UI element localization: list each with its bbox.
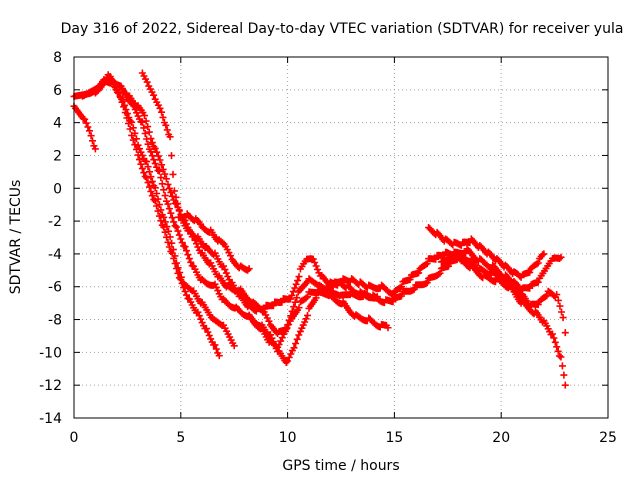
marker-path bbox=[425, 224, 548, 281]
y-tick-label: 6 bbox=[53, 83, 62, 99]
x-axis-label: GPS time / hours bbox=[282, 458, 399, 474]
marker-path bbox=[437, 245, 565, 294]
axes: 0 5 10 15 20 25 -14 -12 -10 -8 -6 -4 -2 0 2 4 6 8 bbox=[39, 50, 617, 446]
grid-lines bbox=[74, 57, 608, 418]
series-track-2 bbox=[70, 76, 238, 350]
data-series bbox=[70, 69, 569, 389]
y-tick-label: -14 bbox=[39, 411, 62, 427]
marker-path bbox=[70, 102, 99, 153]
y-tick-label: -4 bbox=[48, 247, 62, 263]
marker-path bbox=[70, 76, 238, 350]
marker-path bbox=[117, 82, 381, 337]
x-tick-label: 15 bbox=[385, 430, 403, 446]
y-tick-label: 0 bbox=[53, 181, 62, 197]
y-tick-label: -10 bbox=[39, 345, 62, 361]
x-tick-label: 0 bbox=[70, 430, 79, 446]
marker-path bbox=[245, 248, 569, 366]
y-tick-label: -8 bbox=[48, 313, 62, 329]
y-tick-label: -12 bbox=[39, 378, 62, 394]
series-track-8 bbox=[245, 248, 569, 366]
series-track-4 bbox=[91, 71, 392, 351]
y-tick-label: -2 bbox=[48, 214, 62, 230]
series-track-3 bbox=[79, 73, 223, 360]
x-tick-label: 25 bbox=[599, 430, 617, 446]
y-axis-label: SDTVAR / TECUs bbox=[8, 180, 24, 295]
marker-path bbox=[91, 71, 392, 351]
x-tick-label: 10 bbox=[279, 430, 297, 446]
series-track-10 bbox=[437, 245, 565, 294]
x-tick-label: 5 bbox=[176, 430, 185, 446]
x-tick-label: 20 bbox=[492, 430, 510, 446]
series-track-9 bbox=[425, 224, 548, 281]
chart-title: Day 316 of 2022, Sidereal Day-to-day VTE… bbox=[61, 21, 624, 37]
series-track-5 bbox=[117, 82, 381, 337]
marker-path bbox=[79, 73, 223, 360]
y-tick-label: -6 bbox=[48, 280, 62, 296]
series-track-1 bbox=[70, 102, 99, 153]
y-tick-label: 4 bbox=[53, 116, 62, 132]
y-tick-label: 8 bbox=[53, 50, 62, 66]
y-tick-label: 2 bbox=[53, 148, 62, 164]
plot-frame bbox=[73, 56, 609, 419]
